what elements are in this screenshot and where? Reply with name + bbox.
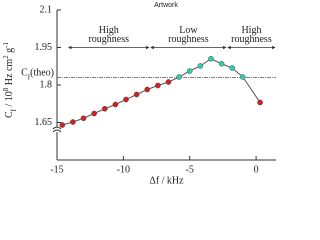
label-part: g bbox=[4, 48, 15, 56]
label-part: Hz cm bbox=[4, 59, 15, 88]
data-point bbox=[133, 91, 140, 98]
label-part: / 10 bbox=[4, 91, 15, 109]
label-part: f bbox=[28, 73, 31, 81]
label-part: C bbox=[4, 111, 15, 118]
label-part: f bbox=[10, 108, 18, 111]
y-tick-label: 1.8 bbox=[40, 79, 53, 90]
x-axis-label: Δf / kHz bbox=[149, 175, 184, 186]
data-point bbox=[197, 63, 204, 69]
label-part: 8 bbox=[2, 87, 10, 91]
data-point bbox=[70, 119, 76, 125]
y-tick-label: 1.95 bbox=[35, 42, 53, 53]
region-label: Low bbox=[179, 25, 198, 36]
region-label: roughness bbox=[231, 34, 272, 45]
label-part: 2 bbox=[2, 55, 10, 59]
y-axis-label: Cf / 108 Hz cm2 g-1 bbox=[2, 41, 18, 118]
data-point bbox=[91, 110, 97, 117]
x-tick-label: -5 bbox=[186, 164, 194, 175]
region-label: High bbox=[99, 25, 119, 36]
label-part: -1 bbox=[2, 41, 10, 47]
chart-title: Artwork bbox=[154, 2, 178, 9]
data-point bbox=[155, 82, 161, 89]
axis-break bbox=[52, 126, 62, 133]
data-point bbox=[257, 99, 263, 106]
x-tick-label: -15 bbox=[50, 164, 63, 175]
data-point bbox=[80, 115, 87, 122]
label-part: (theo) bbox=[30, 68, 54, 79]
data-point bbox=[101, 105, 108, 112]
data-point bbox=[208, 55, 214, 62]
data-point bbox=[229, 65, 235, 71]
region-label: roughness bbox=[168, 34, 209, 45]
data-point bbox=[186, 68, 193, 74]
region-label: roughness bbox=[88, 34, 129, 45]
data-point bbox=[176, 74, 182, 80]
data-point bbox=[123, 96, 129, 103]
y-tick-label: 1.65 bbox=[35, 117, 53, 128]
data-point bbox=[112, 101, 119, 108]
label-part: C bbox=[21, 68, 28, 79]
data-point bbox=[240, 74, 246, 80]
data-point bbox=[144, 86, 151, 93]
x-tick-label: -10 bbox=[117, 164, 130, 175]
reference-label: Cf(theo) bbox=[21, 68, 54, 81]
chart: Artwork 1.65 1.8 1.95 2.1 -15 -10 -5 0 Δf / kHz C… bbox=[2, 2, 276, 186]
x-tick-label: 0 bbox=[254, 164, 259, 175]
data-point bbox=[59, 122, 66, 128]
region-label: High bbox=[241, 25, 261, 36]
data-point bbox=[218, 60, 225, 67]
data-point bbox=[165, 79, 172, 85]
y-tick-label: 2.1 bbox=[40, 4, 53, 15]
